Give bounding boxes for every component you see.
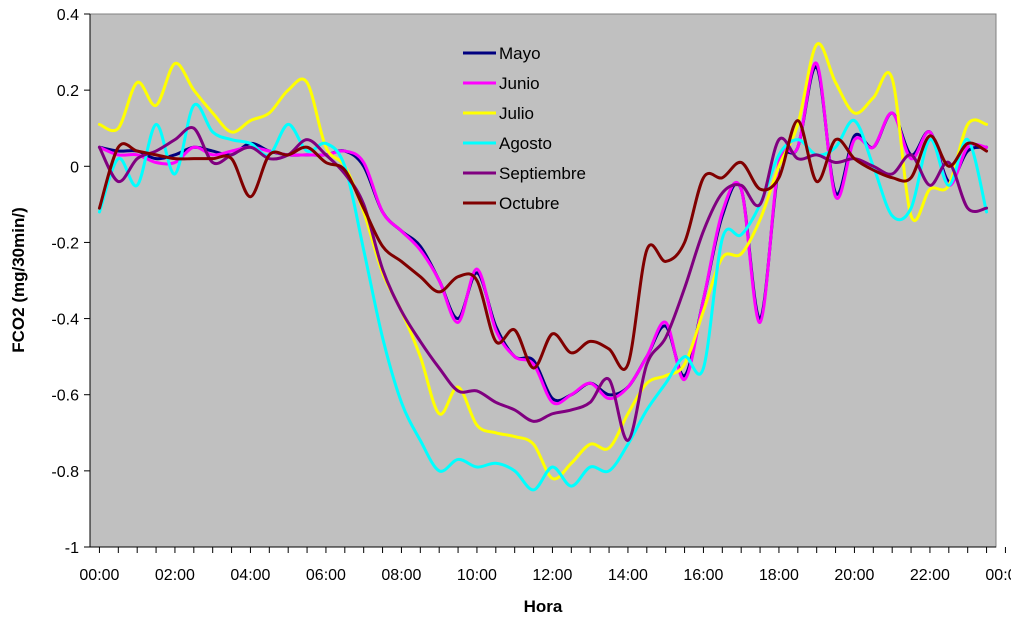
x-tick-label: 08:00 [381,567,421,584]
x-tick-label: 04:00 [230,567,270,584]
legend-label: Mayo [499,44,541,63]
series-line-julio [97,42,989,481]
y-tick-label: -0.8 [51,464,79,481]
x-tick-label: 00:00 [79,567,119,584]
y-tick-label: 0.2 [57,83,79,100]
y-tick-label: -1 [65,540,79,557]
x-ticks: 00:00 02:00 04:00 06:00 08:00 10:00 12:00 14:00… [79,547,1011,584]
axes-layer [89,14,996,548]
y-tick-label: -0.6 [51,388,79,405]
legend-label: Octubre [499,194,559,213]
x-tick-label: 10:00 [457,567,497,584]
series-line-septiembre [97,125,989,442]
x-tick-label: 22:00 [910,567,950,584]
legend: Mayo Junio Julio Agosto Septiembre Octubre [463,44,586,213]
x-tick-label: 16:00 [683,567,723,584]
series-layer [97,42,989,492]
y-tick-label: 0 [70,159,79,176]
x-tick-label: 06:00 [306,567,346,584]
x-tick-label: 14:00 [608,567,648,584]
x-tick-label: 12:00 [532,567,572,584]
legend-label: Septiembre [499,164,586,183]
x-tick-label: 02:00 [155,567,195,584]
y-tick-label: 0.4 [57,7,79,24]
x-tick-label: 20:00 [834,567,874,584]
y-tick-label: -0.2 [51,235,79,252]
x-tick-label: 00:00 [985,567,1011,584]
x-tick-label: 18:00 [759,567,799,584]
y-tick-label: -0.4 [51,312,79,329]
legend-label: Agosto [499,134,552,153]
series-line-octubre [97,119,989,371]
y-ticks: 0.4 0.2 0 -0.2 -0.4 -0.6 -0.8 -1 [51,7,90,557]
series-line-agosto [97,102,989,492]
legend-label: Julio [499,104,534,123]
y-axis-title: FCO2 (mg/30min/) [9,207,28,352]
plot-area [89,13,997,548]
x-axis-title: Hora [524,597,563,616]
legend-label: Junio [499,74,540,93]
